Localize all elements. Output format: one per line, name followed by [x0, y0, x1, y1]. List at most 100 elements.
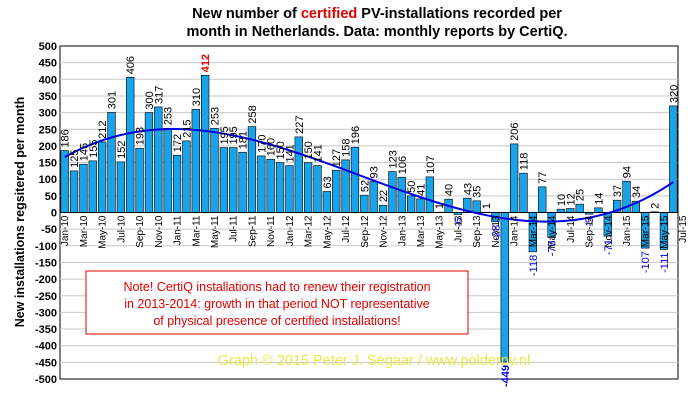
data-label: 123 — [387, 150, 399, 168]
x-tick-label: Mar-10 — [79, 215, 90, 247]
y-tick-label: -150 — [35, 257, 57, 269]
y-tick-label: 300 — [39, 108, 57, 120]
x-tick-label: Mar-13 — [416, 215, 427, 247]
x-tick-label: Nov-11 — [266, 215, 277, 247]
data-label: 181 — [238, 131, 250, 149]
bar — [519, 172, 528, 213]
x-tick-label: Jan-11 — [173, 215, 184, 245]
data-label: 127 — [331, 149, 343, 167]
data-label: -449 — [500, 365, 512, 387]
bars — [60, 75, 678, 363]
data-label: 52 — [359, 180, 371, 192]
data-label: 22 — [378, 190, 390, 202]
data-label: 1 — [481, 203, 493, 209]
x-tick-label: May-11 — [210, 215, 221, 248]
y-tick-label: 100 — [39, 174, 57, 186]
note-box — [85, 270, 469, 335]
data-label: 14 — [593, 193, 605, 205]
credit-text: Graph © 2015 Peter J. Segaar / www.polde… — [218, 353, 531, 369]
data-label: -107 — [640, 251, 652, 273]
y-axis-label: New installations regsitered per month — [13, 97, 27, 328]
y-tick-label: 450 — [39, 58, 57, 70]
x-tick-label: Jan-15 — [622, 215, 633, 246]
bar — [60, 150, 69, 213]
data-label: 50 — [406, 181, 418, 193]
x-tick-label: May-13 — [435, 215, 446, 249]
data-label: -111 — [659, 252, 671, 272]
data-label: -75 — [547, 240, 559, 256]
bar — [69, 170, 79, 213]
y-tick-label: 200 — [39, 141, 57, 153]
x-tick-label: Jul-15 — [678, 215, 689, 243]
x-tick-label: Sep-14 — [585, 215, 596, 248]
x-tick-label: Nov-10 — [154, 215, 165, 248]
bar — [538, 186, 547, 213]
x-tick-label: Nov-14 — [603, 215, 614, 248]
data-label: 158 — [341, 139, 353, 157]
data-label: 12 — [565, 193, 577, 205]
x-tick-label: Jul-10 — [116, 215, 127, 243]
x-tick-label: Sep-13 — [472, 215, 483, 248]
bar — [397, 176, 406, 213]
bar — [360, 194, 369, 213]
data-label: 195 — [228, 126, 240, 144]
data-label: 107 — [425, 156, 437, 174]
data-label: -28 — [490, 225, 502, 241]
data-label: 195 — [219, 126, 231, 144]
x-tick-label: Jan-13 — [397, 215, 408, 246]
x-tick-label: Jan-14 — [510, 215, 521, 246]
x-tick-label: Mar-14 — [528, 215, 539, 247]
x-tick-label: Nov-13 — [491, 215, 502, 248]
data-label: 10 — [556, 194, 568, 206]
note-line-3: of physical presence of certified instal… — [153, 314, 400, 328]
data-label: 40 — [444, 184, 456, 196]
bar — [416, 198, 425, 213]
bar — [322, 191, 331, 213]
data-label: 37 — [612, 185, 624, 197]
data-label: 310 — [191, 88, 203, 106]
data-label: 43 — [462, 183, 474, 195]
y-tick-label: 50 — [45, 191, 57, 203]
data-label: 152 — [116, 141, 128, 159]
y-tick-label: -200 — [35, 274, 57, 286]
data-label: 406 — [125, 56, 137, 74]
y-tick-label: -300 — [35, 307, 57, 319]
data-label: 206 — [509, 123, 521, 141]
y-tick-label: -450 — [35, 357, 57, 369]
data-label: 196 — [350, 126, 362, 144]
data-label: -71 — [603, 239, 615, 255]
data-label: 320 — [668, 85, 680, 103]
x-tick-label: Jan-12 — [285, 215, 296, 246]
data-labels: 1861251451552123011524061933003172531722… — [60, 54, 681, 387]
data-label: -118 — [528, 255, 540, 276]
bar — [669, 105, 678, 213]
data-label: 141 — [313, 144, 325, 162]
data-label: 118 — [519, 153, 531, 171]
bar — [566, 208, 575, 213]
x-tick-label: May-10 — [98, 215, 109, 249]
data-label: 300 — [144, 91, 156, 109]
bar — [303, 162, 313, 213]
x-tick-label: Sep-12 — [360, 215, 371, 248]
data-label: 34 — [631, 186, 643, 198]
bar — [229, 147, 238, 213]
bar — [275, 162, 285, 213]
chart-title-highlight: certified — [301, 6, 357, 22]
x-tick-label: Sep-11 — [247, 215, 258, 247]
data-label: 106 — [397, 156, 409, 174]
y-tick-label: -500 — [35, 374, 57, 386]
bar — [472, 200, 481, 213]
data-label: 2 — [650, 203, 662, 209]
data-label: 193 — [135, 127, 147, 145]
data-label: -5 — [584, 217, 596, 227]
x-tick-label: Jul-13 — [453, 215, 464, 243]
data-label: 150 — [275, 141, 287, 159]
y-tick-label: 400 — [39, 74, 57, 86]
y-tick-label: -350 — [35, 324, 57, 336]
chart-title-part-b: PV-installations recorded per — [357, 6, 562, 22]
x-tick-label: Jan-10 — [60, 215, 71, 246]
data-label: 215 — [181, 120, 193, 138]
note-line-1: Note! CertiQ installations had to renew … — [123, 280, 430, 294]
bar — [313, 165, 322, 213]
bar — [88, 160, 97, 213]
